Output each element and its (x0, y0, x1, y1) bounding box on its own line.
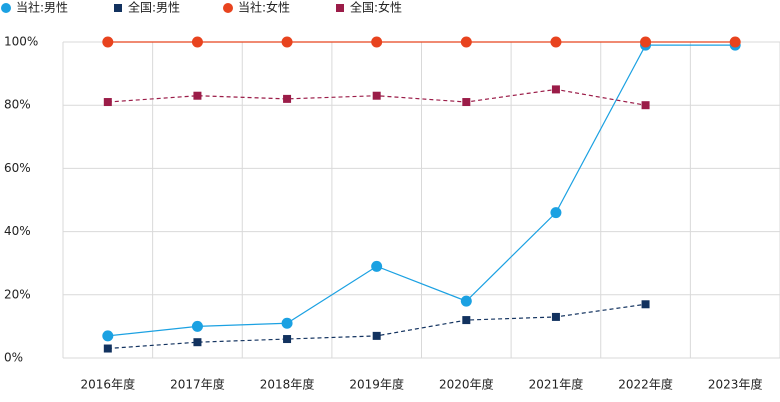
point (550, 207, 562, 219)
point (103, 344, 112, 353)
point (281, 36, 293, 48)
point (283, 335, 292, 344)
point (640, 36, 652, 48)
point (641, 300, 650, 309)
x-tick-label: 2019年度 (349, 377, 404, 392)
series-line (107, 303, 646, 350)
legend-marker (1, 3, 11, 13)
x-tick-label: 2021年度 (529, 377, 584, 392)
point (641, 101, 650, 110)
legend-label: 当社:男性 (16, 0, 68, 15)
point (371, 260, 383, 272)
x-tick-label: 2016年度 (81, 377, 136, 392)
y-tick-label: 80% (4, 98, 31, 112)
series-line (107, 44, 736, 337)
legend-marker (336, 4, 344, 12)
point (193, 338, 202, 347)
point (102, 330, 114, 342)
point (550, 36, 562, 48)
legend-label: 全国:男性 (128, 0, 180, 15)
point (462, 316, 471, 325)
point (729, 36, 741, 48)
point (371, 36, 383, 48)
y-tick-label: 40% (4, 224, 31, 238)
point (460, 36, 472, 48)
point (551, 312, 560, 321)
point (191, 320, 203, 332)
point (103, 98, 112, 107)
legend-marker (114, 4, 122, 12)
point (102, 36, 114, 48)
point (281, 317, 293, 329)
point (283, 94, 292, 103)
y-tick-label: 0% (4, 351, 23, 365)
point (372, 91, 381, 100)
legend-label: 当社:女性 (238, 0, 290, 15)
y-tick-label: 60% (4, 161, 31, 175)
point (193, 91, 202, 100)
point (191, 36, 203, 48)
x-tick-label: 2022年度 (618, 377, 673, 392)
point (551, 85, 560, 94)
x-tick-label: 2020年度 (439, 377, 494, 392)
point (462, 98, 471, 107)
x-tick-label: 2017年度 (170, 377, 225, 392)
x-tick-label: 2023年度 (708, 377, 763, 392)
point (372, 331, 381, 340)
x-tick-label: 2018年度 (260, 377, 315, 392)
legend-marker (223, 3, 233, 13)
point (460, 295, 472, 307)
legend-label: 全国:女性 (350, 0, 402, 15)
y-tick-label: 20% (4, 287, 31, 301)
y-tick-label: 100% (4, 35, 38, 49)
